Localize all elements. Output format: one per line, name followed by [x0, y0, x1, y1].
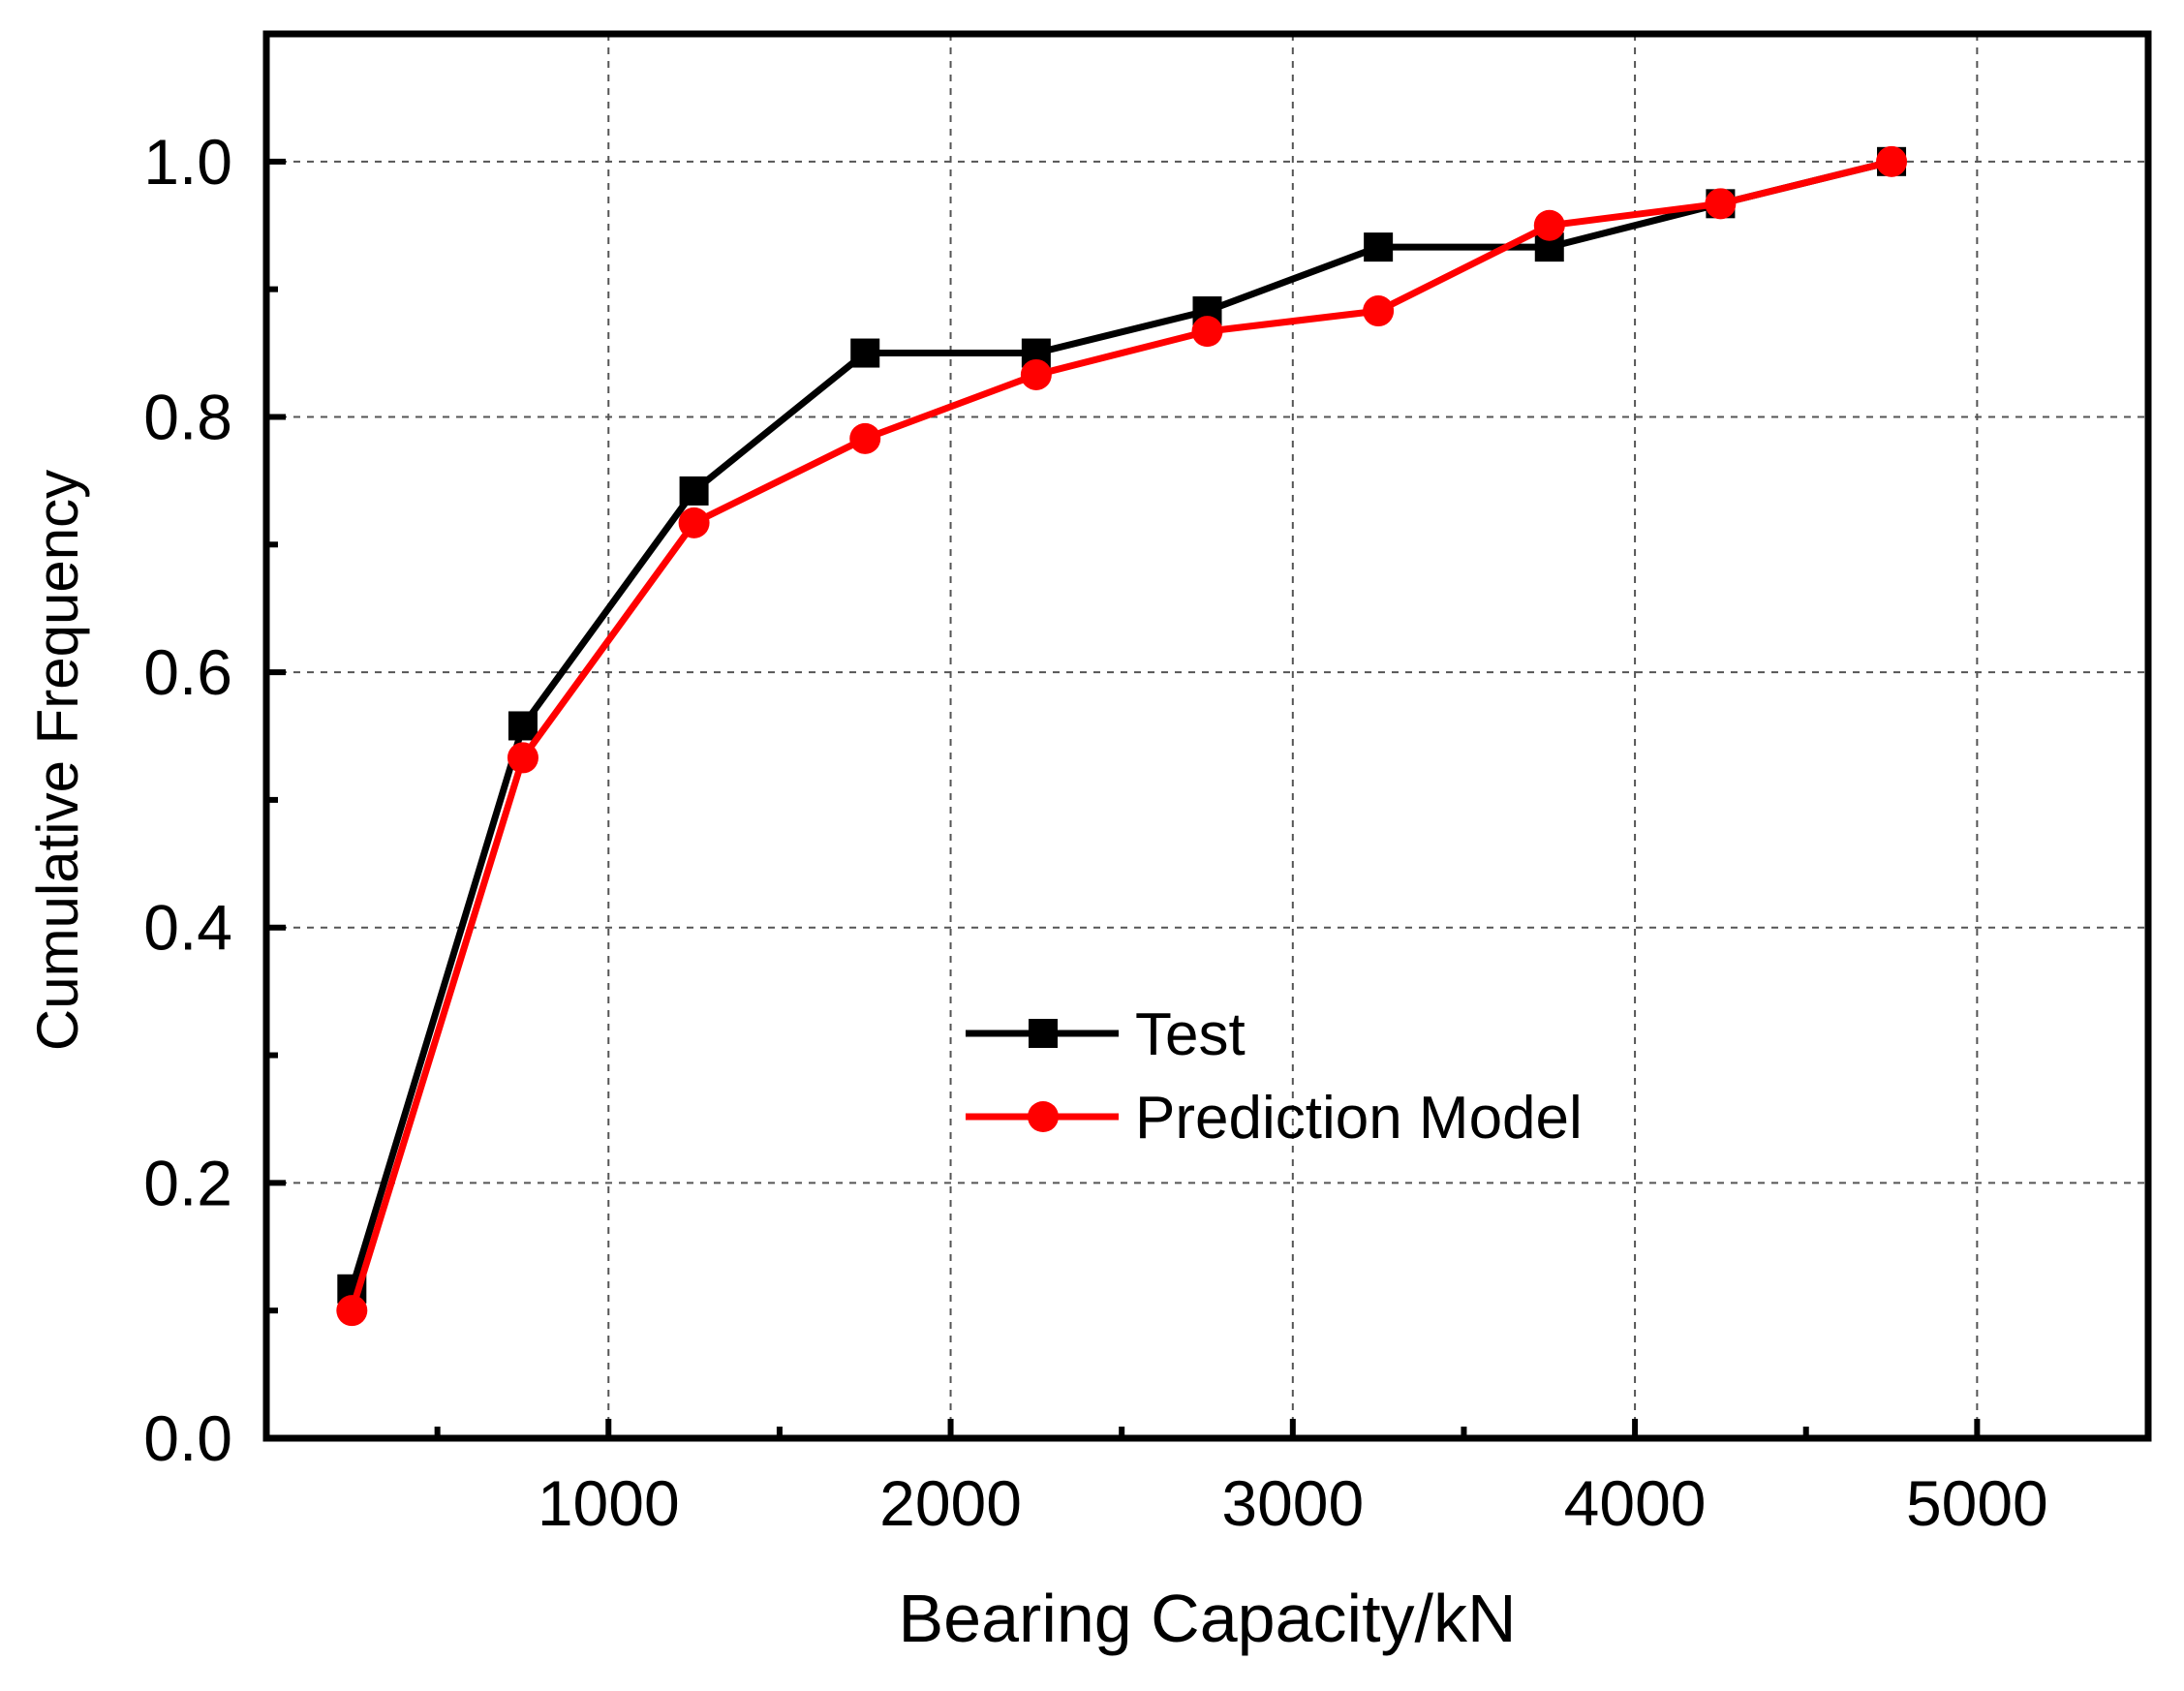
y-tick-label: 0.0: [143, 1402, 232, 1474]
legend-marker: [1028, 1101, 1059, 1132]
legend-item: Prediction Model: [966, 1085, 1583, 1152]
data-point: [1191, 316, 1223, 348]
legend-label: Prediction Model: [1135, 1085, 1583, 1152]
data-point: [1363, 295, 1395, 327]
x-tick-label: 1000: [538, 1467, 680, 1539]
y-tick-label: 0.6: [143, 636, 232, 708]
data-point: [508, 711, 538, 741]
y-tick-label: 0.4: [143, 892, 232, 964]
legend: Test Prediction Model: [966, 1001, 1583, 1152]
series-line: [348, 158, 1892, 1312]
plot-frame: [262, 30, 2152, 1442]
series-test: [337, 146, 1907, 1304]
data-point: [850, 338, 880, 368]
grid-layer: [266, 34, 2148, 1438]
data-point: [507, 742, 538, 774]
y-tick-label: 0.2: [143, 1147, 232, 1218]
data-point: [1364, 232, 1394, 262]
x-tick-label: 4000: [1564, 1467, 1707, 1539]
y-axis-label: Cumulative Frequency: [25, 470, 90, 1051]
data-point: [678, 507, 710, 538]
data-point: [1705, 188, 1737, 220]
x-tick-label: 3000: [1221, 1467, 1364, 1539]
x-tick-label: 2000: [879, 1467, 1022, 1539]
legend-label: Test: [1135, 1001, 1246, 1068]
y-tick-label: 0.8: [143, 381, 232, 452]
legend-item: Test: [966, 1001, 1246, 1068]
series-prediction-model: [336, 145, 1908, 1327]
label-layer: Bearing Capacity/kN Cumulative Frequency: [25, 470, 1517, 1656]
x-tick-label: 5000: [1906, 1467, 2048, 1539]
legend-marker: [1029, 1019, 1058, 1048]
data-point: [849, 422, 881, 454]
y-tick-label: 1.0: [143, 126, 232, 198]
tick-layer: 1000 2000 3000 4000 5000 0.0 0.2 0.4 0.6 0.8 1.0: [143, 126, 2048, 1539]
data-point: [336, 1295, 368, 1327]
x-axis-label: Bearing Capacity/kN: [898, 1581, 1516, 1656]
series-layer: [336, 145, 1908, 1327]
data-point: [1533, 209, 1565, 241]
data-point: [679, 476, 709, 506]
data-point: [1020, 358, 1052, 390]
series-line: [348, 158, 1892, 1290]
data-point: [1876, 145, 1908, 177]
